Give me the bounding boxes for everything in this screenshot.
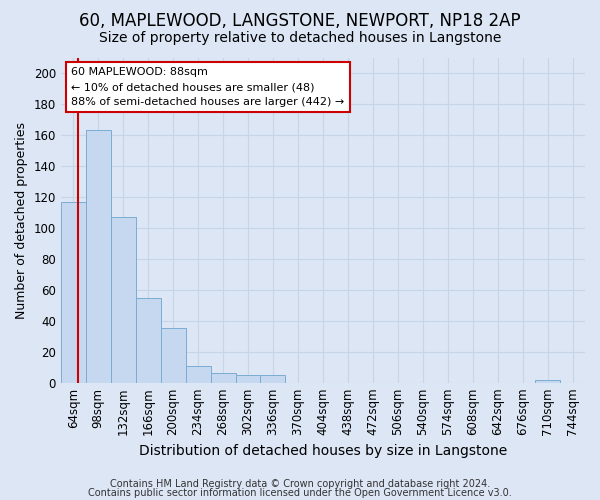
Text: 60 MAPLEWOOD: 88sqm
← 10% of detached houses are smaller (48)
88% of semi-detach: 60 MAPLEWOOD: 88sqm ← 10% of detached ho…: [71, 68, 344, 107]
Bar: [535, 380, 560, 382]
Bar: [136, 298, 161, 382]
Bar: [86, 130, 111, 382]
X-axis label: Distribution of detached houses by size in Langstone: Distribution of detached houses by size …: [139, 444, 507, 458]
Text: Contains public sector information licensed under the Open Government Licence v3: Contains public sector information licen…: [88, 488, 512, 498]
Bar: [111, 217, 136, 382]
Bar: [161, 328, 185, 382]
Bar: [185, 366, 211, 382]
Bar: [236, 375, 260, 382]
Text: Size of property relative to detached houses in Langstone: Size of property relative to detached ho…: [99, 31, 501, 45]
Bar: [260, 375, 286, 382]
Bar: [211, 374, 236, 382]
Text: 60, MAPLEWOOD, LANGSTONE, NEWPORT, NP18 2AP: 60, MAPLEWOOD, LANGSTONE, NEWPORT, NP18 …: [79, 12, 521, 30]
Y-axis label: Number of detached properties: Number of detached properties: [15, 122, 28, 318]
Text: Contains HM Land Registry data © Crown copyright and database right 2024.: Contains HM Land Registry data © Crown c…: [110, 479, 490, 489]
Bar: [61, 202, 86, 382]
